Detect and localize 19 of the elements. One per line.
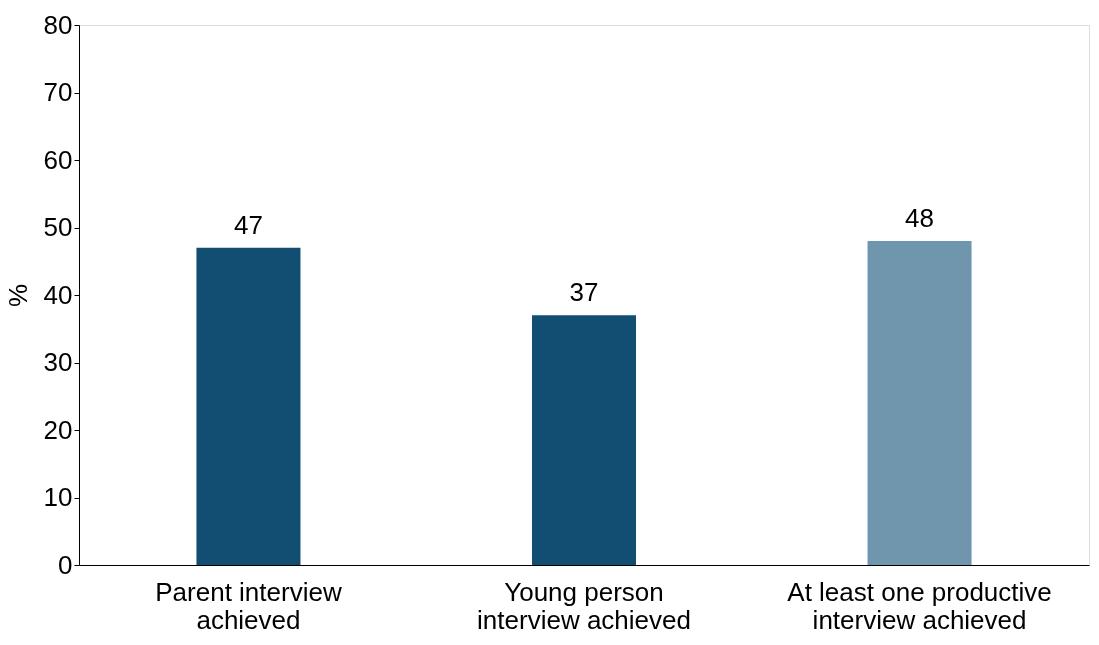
x-tick-label: Young person interview achieved — [477, 576, 691, 635]
y-tick-label: 40 — [43, 279, 73, 310]
x-tick-label: At least one productive interview achieved — [787, 576, 1052, 635]
data-label: 47 — [233, 209, 263, 240]
data-label: 37 — [569, 277, 599, 308]
data-label: 48 — [905, 203, 935, 233]
y-tick-label: 10 — [43, 482, 73, 512]
y-axis-title: % — [2, 283, 33, 308]
y-tick-label: 60 — [43, 144, 73, 175]
y-tick-label: 80 — [43, 9, 73, 40]
bar — [867, 241, 972, 565]
y-tick-label: 30 — [43, 347, 73, 377]
bar — [196, 247, 301, 565]
y-tick-label: 0 — [58, 549, 73, 580]
bar — [531, 315, 637, 565]
x-tick-label: Parent interview achieved — [155, 576, 342, 635]
y-tick-label: 70 — [43, 77, 73, 107]
y-tick-label: 20 — [43, 414, 73, 445]
y-tick-label: 50 — [43, 212, 73, 242]
